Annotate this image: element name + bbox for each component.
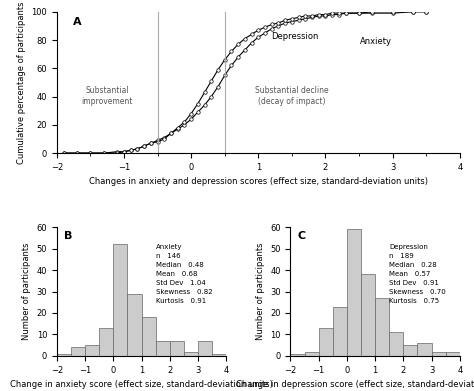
Bar bbox=[361, 274, 375, 356]
Bar bbox=[305, 352, 319, 356]
Bar bbox=[347, 230, 361, 356]
Bar bbox=[57, 354, 71, 356]
Bar bbox=[375, 298, 389, 356]
Y-axis label: Number of participants: Number of participants bbox=[22, 243, 31, 340]
Bar bbox=[71, 347, 85, 356]
Bar bbox=[446, 352, 460, 356]
Text: Anxiety
n   146
Median   0.48
Mean   0.68
Std Dev   1.04
Skewness   0.82
Kurtosi: Anxiety n 146 Median 0.48 Mean 0.68 Std … bbox=[155, 244, 212, 305]
Bar bbox=[170, 341, 184, 356]
Bar bbox=[85, 345, 99, 356]
Bar bbox=[99, 328, 113, 356]
Text: B: B bbox=[64, 231, 72, 241]
Bar bbox=[319, 328, 333, 356]
Bar bbox=[142, 317, 155, 356]
Text: Depression: Depression bbox=[272, 32, 319, 41]
Text: Anxiety: Anxiety bbox=[360, 37, 392, 46]
Bar bbox=[212, 354, 226, 356]
Text: Depression
n   189
Median   0.28
Mean   0.57
Std Dev   0.91
Skewness   0.70
Kurt: Depression n 189 Median 0.28 Mean 0.57 S… bbox=[389, 244, 446, 305]
Bar bbox=[198, 341, 212, 356]
X-axis label: Changes in anxiety and depression scores (effect size, standard-deviation units): Changes in anxiety and depression scores… bbox=[89, 178, 428, 187]
Text: A: A bbox=[73, 17, 82, 27]
Text: Substantial decline
(decay of impact): Substantial decline (decay of impact) bbox=[255, 86, 328, 106]
Y-axis label: Number of participants: Number of participants bbox=[255, 243, 264, 340]
Y-axis label: Cumulative percentage of participants: Cumulative percentage of participants bbox=[17, 1, 26, 164]
Bar bbox=[128, 294, 142, 356]
Bar bbox=[431, 352, 446, 356]
Text: C: C bbox=[297, 231, 305, 241]
Bar bbox=[333, 307, 347, 356]
Bar bbox=[418, 343, 431, 356]
X-axis label: Change in depression score (effect size, standard-deviation units): Change in depression score (effect size,… bbox=[236, 380, 474, 389]
Bar bbox=[291, 354, 305, 356]
Bar bbox=[184, 352, 198, 356]
Bar bbox=[113, 244, 128, 356]
Text: Substantial
improvement: Substantial improvement bbox=[82, 86, 133, 106]
X-axis label: Change in anxiety score (effect size, standard-deviation units): Change in anxiety score (effect size, st… bbox=[10, 380, 273, 389]
Bar bbox=[155, 341, 170, 356]
Bar bbox=[403, 345, 418, 356]
Bar bbox=[389, 332, 403, 356]
